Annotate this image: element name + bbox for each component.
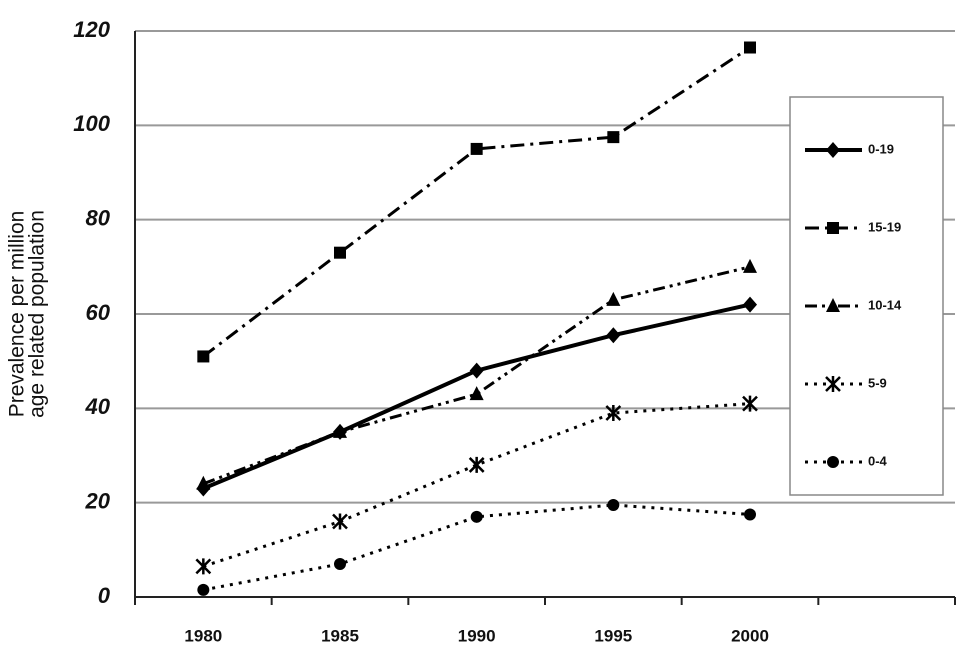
x-tick-label: 1985 bbox=[321, 626, 359, 645]
marker bbox=[742, 395, 758, 412]
y-tick-label: 60 bbox=[86, 300, 111, 325]
marker bbox=[197, 583, 210, 596]
y-tick-label: 100 bbox=[73, 111, 110, 136]
marker bbox=[744, 41, 756, 54]
marker bbox=[469, 386, 484, 401]
x-tick-label: 1995 bbox=[594, 626, 632, 645]
x-tick-label: 2000 bbox=[731, 626, 769, 645]
x-tick-label: 1990 bbox=[458, 626, 496, 645]
marker bbox=[333, 423, 347, 438]
x-tick-label: 1980 bbox=[184, 626, 222, 645]
marker bbox=[743, 258, 757, 273]
legend-box bbox=[789, 96, 944, 496]
marker bbox=[469, 362, 484, 379]
marker bbox=[606, 327, 621, 344]
marker bbox=[744, 508, 756, 521]
y-tick-label: 0 bbox=[98, 583, 111, 608]
marker bbox=[334, 246, 346, 259]
legend-label: 5-9 bbox=[868, 375, 887, 390]
marker bbox=[825, 376, 841, 392]
marker bbox=[607, 131, 620, 144]
series-line bbox=[202, 46, 751, 358]
series-line bbox=[202, 265, 751, 486]
series-line bbox=[202, 402, 751, 568]
legend: 0-19 15-19 10-14 5-9 0-4 bbox=[789, 96, 944, 496]
marker bbox=[196, 475, 211, 490]
legend-label: 0-4 bbox=[868, 453, 888, 468]
marker bbox=[197, 350, 210, 363]
marker bbox=[607, 499, 620, 512]
y-tick-label: 120 bbox=[73, 17, 110, 42]
legend-label: 10-14 bbox=[868, 297, 902, 312]
marker bbox=[470, 142, 483, 155]
y-tick-label: 40 bbox=[85, 394, 111, 419]
y-tick-label: 80 bbox=[86, 205, 111, 230]
marker bbox=[195, 558, 212, 575]
marker bbox=[827, 456, 839, 468]
marker bbox=[606, 291, 621, 306]
marker bbox=[605, 405, 622, 422]
y-axis-label: Prevalence per million bbox=[6, 211, 29, 418]
marker bbox=[332, 513, 348, 530]
marker bbox=[827, 222, 839, 234]
legend-label: 0-19 bbox=[868, 141, 894, 156]
marker bbox=[334, 557, 346, 570]
marker bbox=[826, 298, 840, 312]
marker bbox=[826, 142, 840, 158]
series-line bbox=[203, 503, 751, 592]
y-axis-label: age related population bbox=[26, 210, 49, 418]
marker bbox=[468, 456, 485, 473]
y-tick-label: 20 bbox=[85, 488, 111, 513]
marker bbox=[743, 296, 757, 313]
legend-label: 15-19 bbox=[868, 219, 901, 234]
marker bbox=[470, 510, 483, 523]
